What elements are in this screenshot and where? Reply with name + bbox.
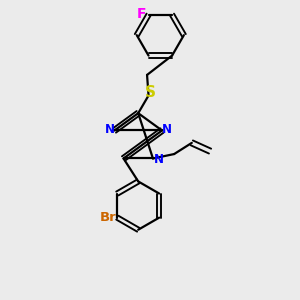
- Text: N: N: [162, 123, 172, 136]
- Text: N: N: [104, 123, 114, 136]
- Text: S: S: [145, 85, 156, 100]
- Text: Br: Br: [100, 211, 116, 224]
- Text: N: N: [154, 153, 164, 166]
- Text: F: F: [136, 7, 146, 21]
